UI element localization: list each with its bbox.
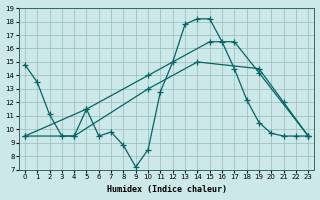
X-axis label: Humidex (Indice chaleur): Humidex (Indice chaleur): [107, 185, 227, 194]
